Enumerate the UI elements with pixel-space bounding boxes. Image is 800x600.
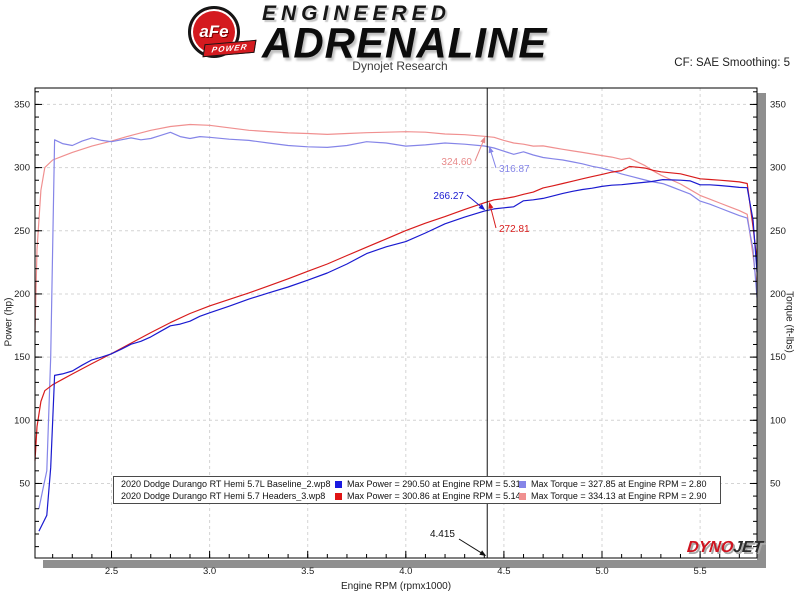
cursor-rpm-label: 4.415 <box>430 529 455 540</box>
svg-text:3.0: 3.0 <box>203 566 216 577</box>
brand-engineered-text: ENGINEERED <box>262 2 451 25</box>
svg-text:50: 50 <box>19 478 30 489</box>
dynojet-logo-dark: JET <box>732 539 764 556</box>
svg-text:250: 250 <box>770 226 786 237</box>
axis-ticks: 2.5 3.0 3.5 4.0 4.5 5.0 5.5 50 50 100 100 150 150 200… <box>14 91 786 577</box>
chart-title: Dynojet Research <box>352 59 448 73</box>
power_headers-curve <box>34 165 758 461</box>
legend-box: 2020 Dodge Durango RT Hemi 5.7L Baseline… <box>113 476 721 504</box>
svg-text:300: 300 <box>14 163 30 174</box>
power-swatch-baseline-icon <box>335 480 342 488</box>
right-axis-shadow-bar <box>757 93 766 568</box>
power-swatch-headers-icon <box>335 492 342 500</box>
x-axis-label: Engine RPM (rpmx1000) <box>340 581 452 592</box>
svg-text:200: 200 <box>14 289 30 300</box>
svg-text:50: 50 <box>770 478 781 489</box>
legend-max-power: Max Power = 300.86 at Engine RPM = 5.14 <box>347 491 521 501</box>
plot-border <box>34 87 758 559</box>
afe-logo-text: aFe <box>199 22 229 41</box>
svg-text:100: 100 <box>14 415 30 426</box>
svg-text:350: 350 <box>14 99 30 110</box>
cursor-callouts: 324.60 316.87 266.27 272.81 4.415 <box>430 136 530 556</box>
legend-max-torque: Max Torque = 327.85 at Engine RPM = 2.80 <box>531 479 707 489</box>
legend-run-name: 2020 Dodge Durango RT Hemi 5.7L Baseline… <box>121 479 331 489</box>
torque-swatch-baseline-icon <box>519 480 526 488</box>
svg-text:300: 300 <box>770 163 786 174</box>
cursor-value-label: 324.60 <box>441 157 472 168</box>
svg-text:5.5: 5.5 <box>693 566 706 577</box>
cursor-value-label: 272.81 <box>499 224 530 235</box>
svg-text:150: 150 <box>770 352 786 363</box>
svg-text:250: 250 <box>14 226 30 237</box>
dynojet-logo: DYNOJET <box>686 539 763 557</box>
svg-text:2.5: 2.5 <box>105 566 118 577</box>
legend-row-headers: 2020 Dodge Durango RT Hemi 5.7 Headers_3… <box>114 490 720 502</box>
svg-text:200: 200 <box>770 289 786 300</box>
cursor-value-label: 266.27 <box>433 191 464 202</box>
legend-run-name: 2020 Dodge Durango RT Hemi 5.7 Headers_3… <box>121 491 326 501</box>
torque_headers-curve <box>34 123 758 332</box>
svg-text:350: 350 <box>770 99 786 110</box>
torque-swatch-headers-icon <box>519 492 526 500</box>
svg-text:5.0: 5.0 <box>595 566 608 577</box>
torque_baseline-curve <box>38 131 758 509</box>
legend-max-torque: Max Torque = 334.13 at Engine RPM = 2.90 <box>531 491 707 501</box>
right-axis-label: Torque (ft-lbs) <box>783 291 795 353</box>
legend-row-baseline: 2020 Dodge Durango RT Hemi 5.7L Baseline… <box>114 478 720 490</box>
svg-text:150: 150 <box>14 352 30 363</box>
cursor-value-label: 316.87 <box>499 164 530 175</box>
left-axis-label: Power (hp) <box>3 297 15 347</box>
dynojet-logo-red: DYNO <box>686 539 735 556</box>
brand-wordmark: ENGINEERED ADRENALINE <box>262 2 547 67</box>
afe-power-logo: aFe POWER <box>188 6 264 58</box>
svg-text:3.5: 3.5 <box>301 566 314 577</box>
correction-smoothing-label: CF: SAE Smoothing: 5 <box>674 57 790 69</box>
svg-text:100: 100 <box>770 415 786 426</box>
svg-text:4.0: 4.0 <box>399 566 412 577</box>
brand-adrenaline-text: ADRENALINE <box>262 18 548 67</box>
svg-text:4.5: 4.5 <box>497 566 510 577</box>
x-axis-shadow-bar <box>43 560 766 568</box>
power_baseline-curve <box>38 179 758 532</box>
legend-max-power: Max Power = 290.50 at Engine RPM = 5.31 <box>347 479 521 489</box>
